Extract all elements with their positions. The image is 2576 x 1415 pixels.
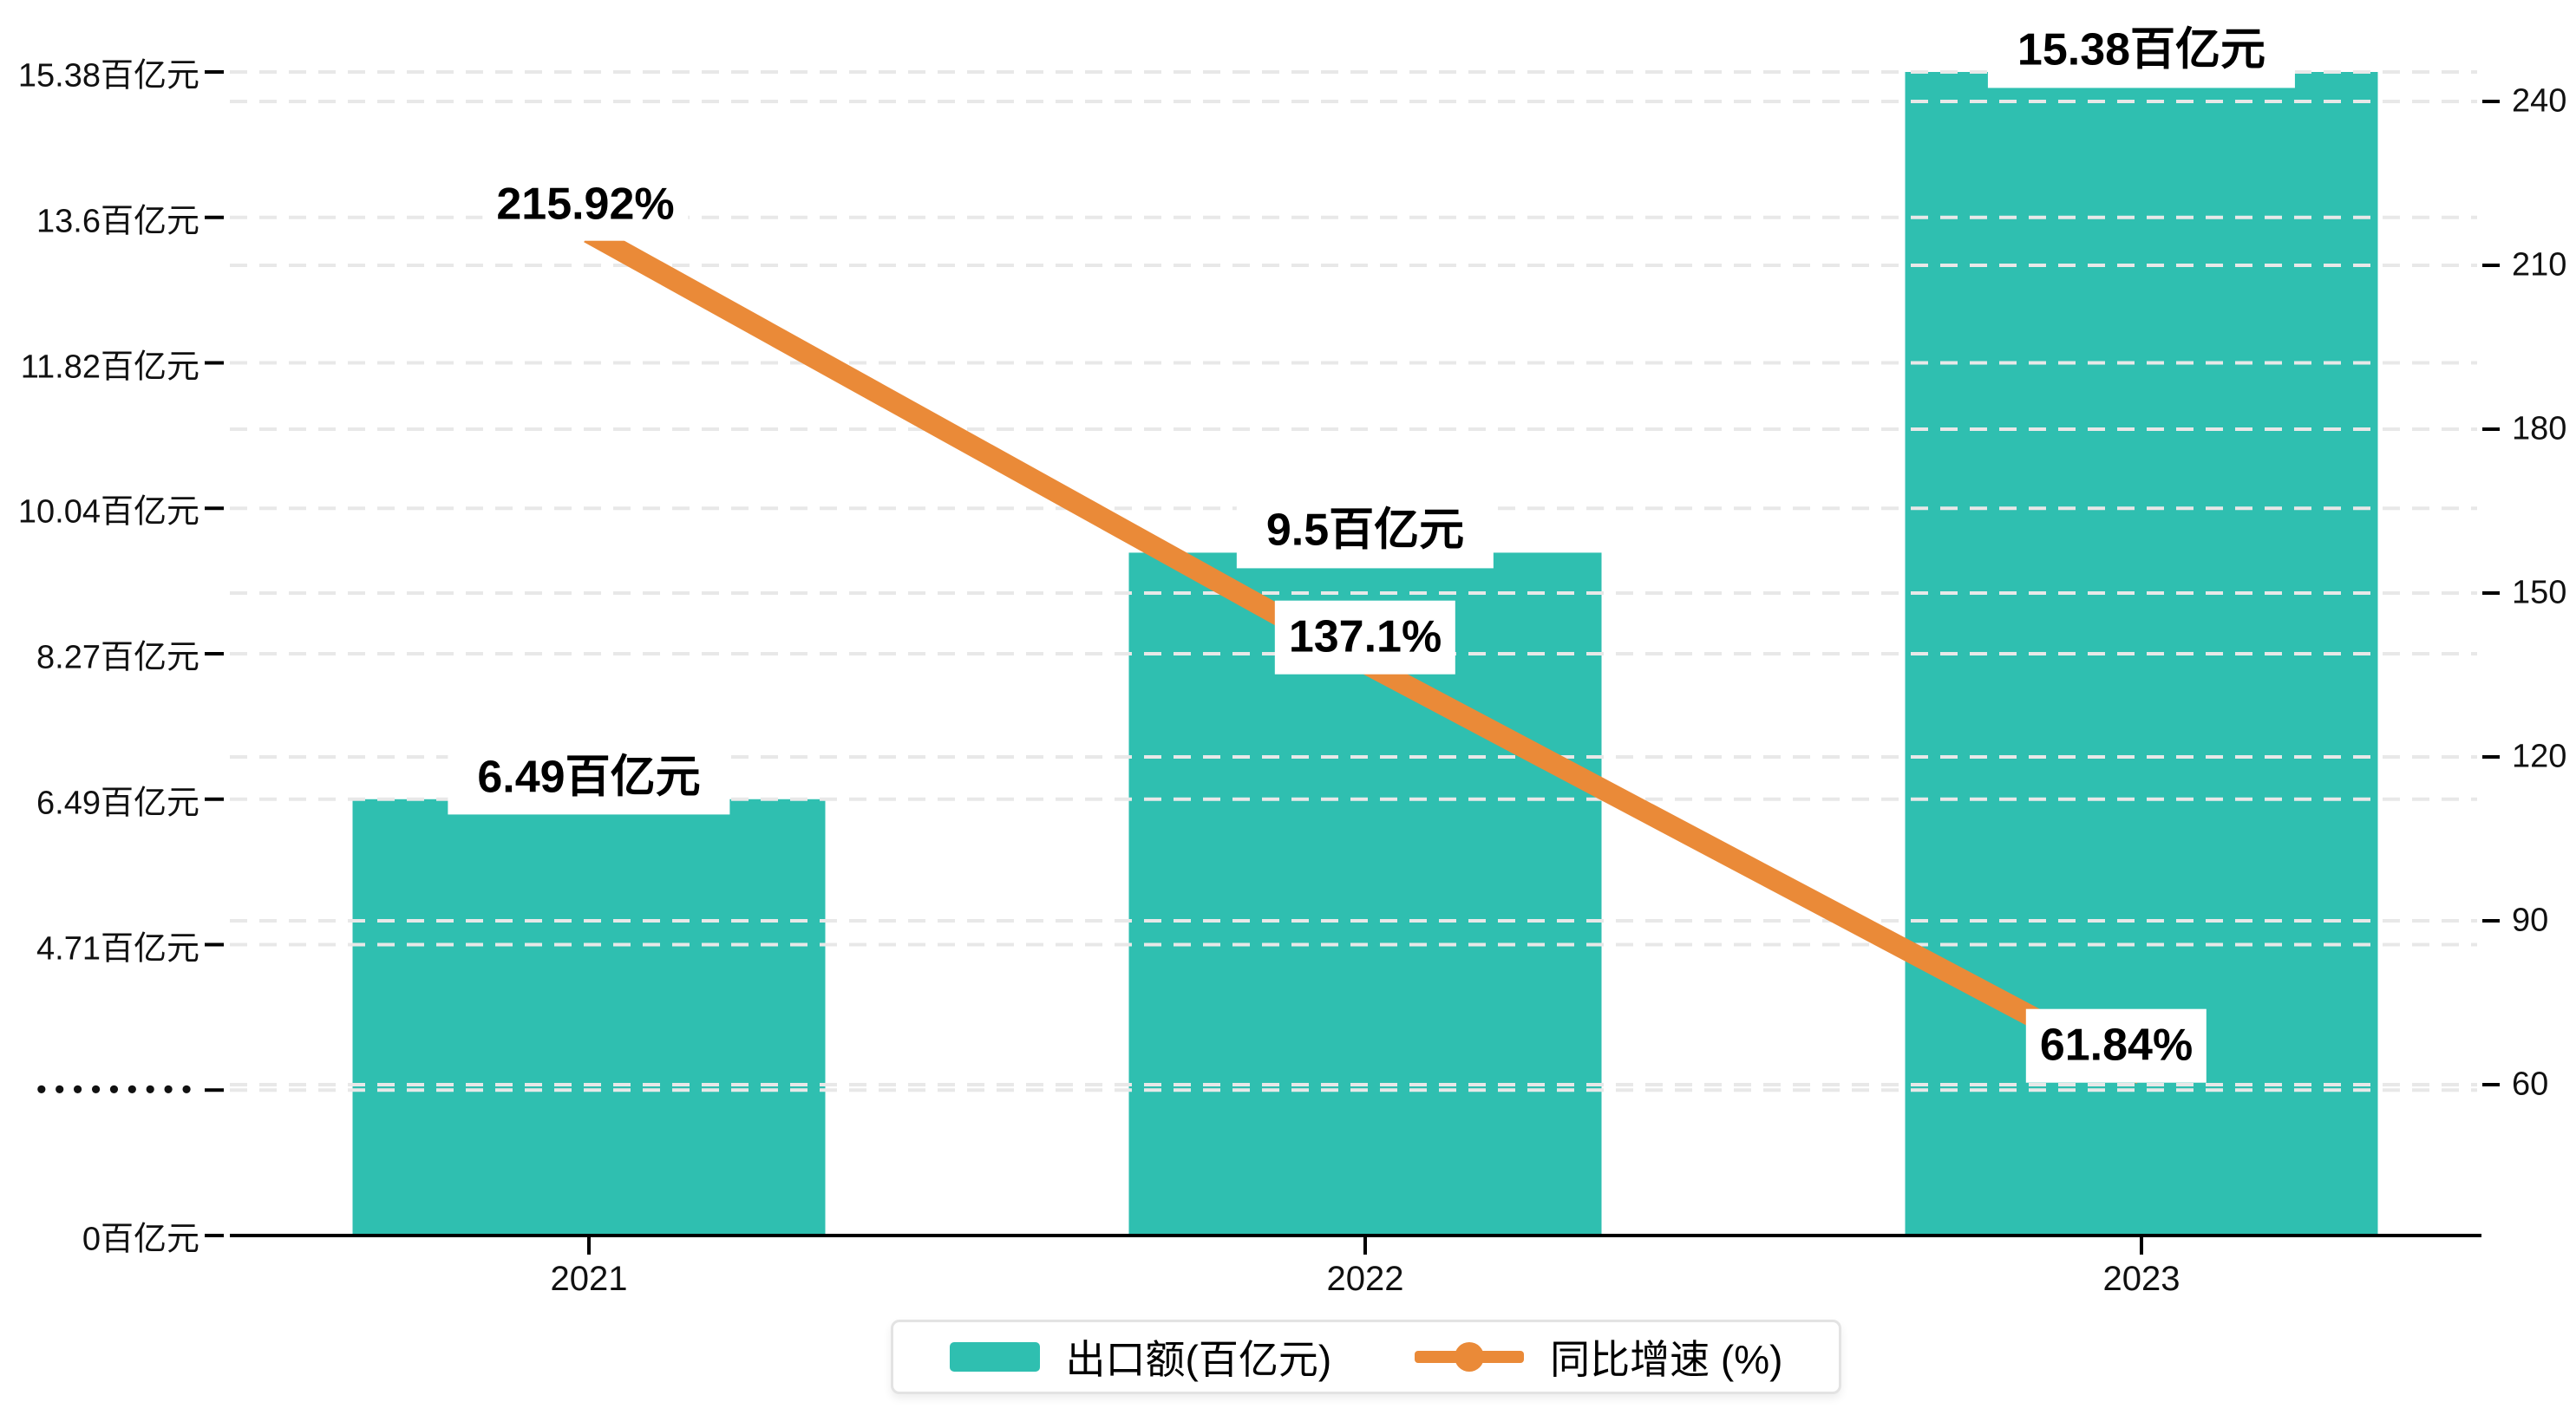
bar-value-label-2021: 6.49百亿元	[448, 740, 730, 815]
left-axis-tick-label: 4.71百亿元	[36, 930, 199, 967]
right-axis-tick-label: 90	[2512, 902, 2549, 939]
right-axis-tick-label: 120	[2512, 738, 2567, 775]
bar-series-swatch-icon	[949, 1342, 1040, 1372]
left-axis-tick-label: 15.38百亿元	[17, 57, 199, 95]
x-axis-label-2021: 2021	[550, 1260, 628, 1298]
right-axis-tick-label: 180	[2512, 410, 2567, 447]
legend-label-growth: 同比增速 (%)	[1550, 1337, 1783, 1382]
right-axis-tick-label: 210	[2512, 246, 2567, 284]
right-axis-tick-label: 150	[2512, 574, 2567, 611]
legend-item-export[interactable]: 出口额(百亿元)	[949, 1328, 1332, 1386]
left-axis-tick-label: 6.49百亿元	[36, 785, 199, 822]
legend-item-growth[interactable]: 同比增速 (%)	[1415, 1328, 1782, 1386]
left-axis-tick-label: 13.6百亿元	[36, 203, 199, 240]
bar-value-label-2023: 15.38百亿元	[1987, 12, 2296, 88]
growth-value-label-2022: 137.1%	[1274, 600, 1456, 675]
bar-2021[interactable]	[352, 799, 826, 1236]
left-axis-tick-label: 11.82百亿元	[20, 349, 199, 385]
right-axis-tick-label: 240	[2512, 82, 2567, 120]
left-axis-tick-label: 8.27百亿元	[36, 639, 199, 676]
left-axis-tick-label: 10.04百亿元	[17, 493, 199, 531]
left-axis-tick-label: 0百亿元	[82, 1221, 199, 1258]
legend-label-export: 出口额(百亿元)	[1065, 1337, 1332, 1382]
line-marker-dot-icon	[1455, 1342, 1485, 1372]
bar-value-label-2022: 9.5百亿元	[1236, 492, 1494, 569]
x-axis-label-2022: 2022	[1326, 1260, 1404, 1298]
left-axis-break-label: •••••••••	[36, 1073, 199, 1106]
legend: 出口额(百亿元) 同比增速 (%)	[891, 1320, 1841, 1394]
growth-value-label-2021: 215.92%	[482, 167, 689, 241]
x-axis-label-2023: 2023	[2102, 1260, 2180, 1298]
growth-value-label-2023: 61.84%	[2025, 1009, 2207, 1083]
right-axis-tick-label: 60	[2512, 1066, 2549, 1103]
line-series-marker-icon	[1415, 1342, 1525, 1372]
